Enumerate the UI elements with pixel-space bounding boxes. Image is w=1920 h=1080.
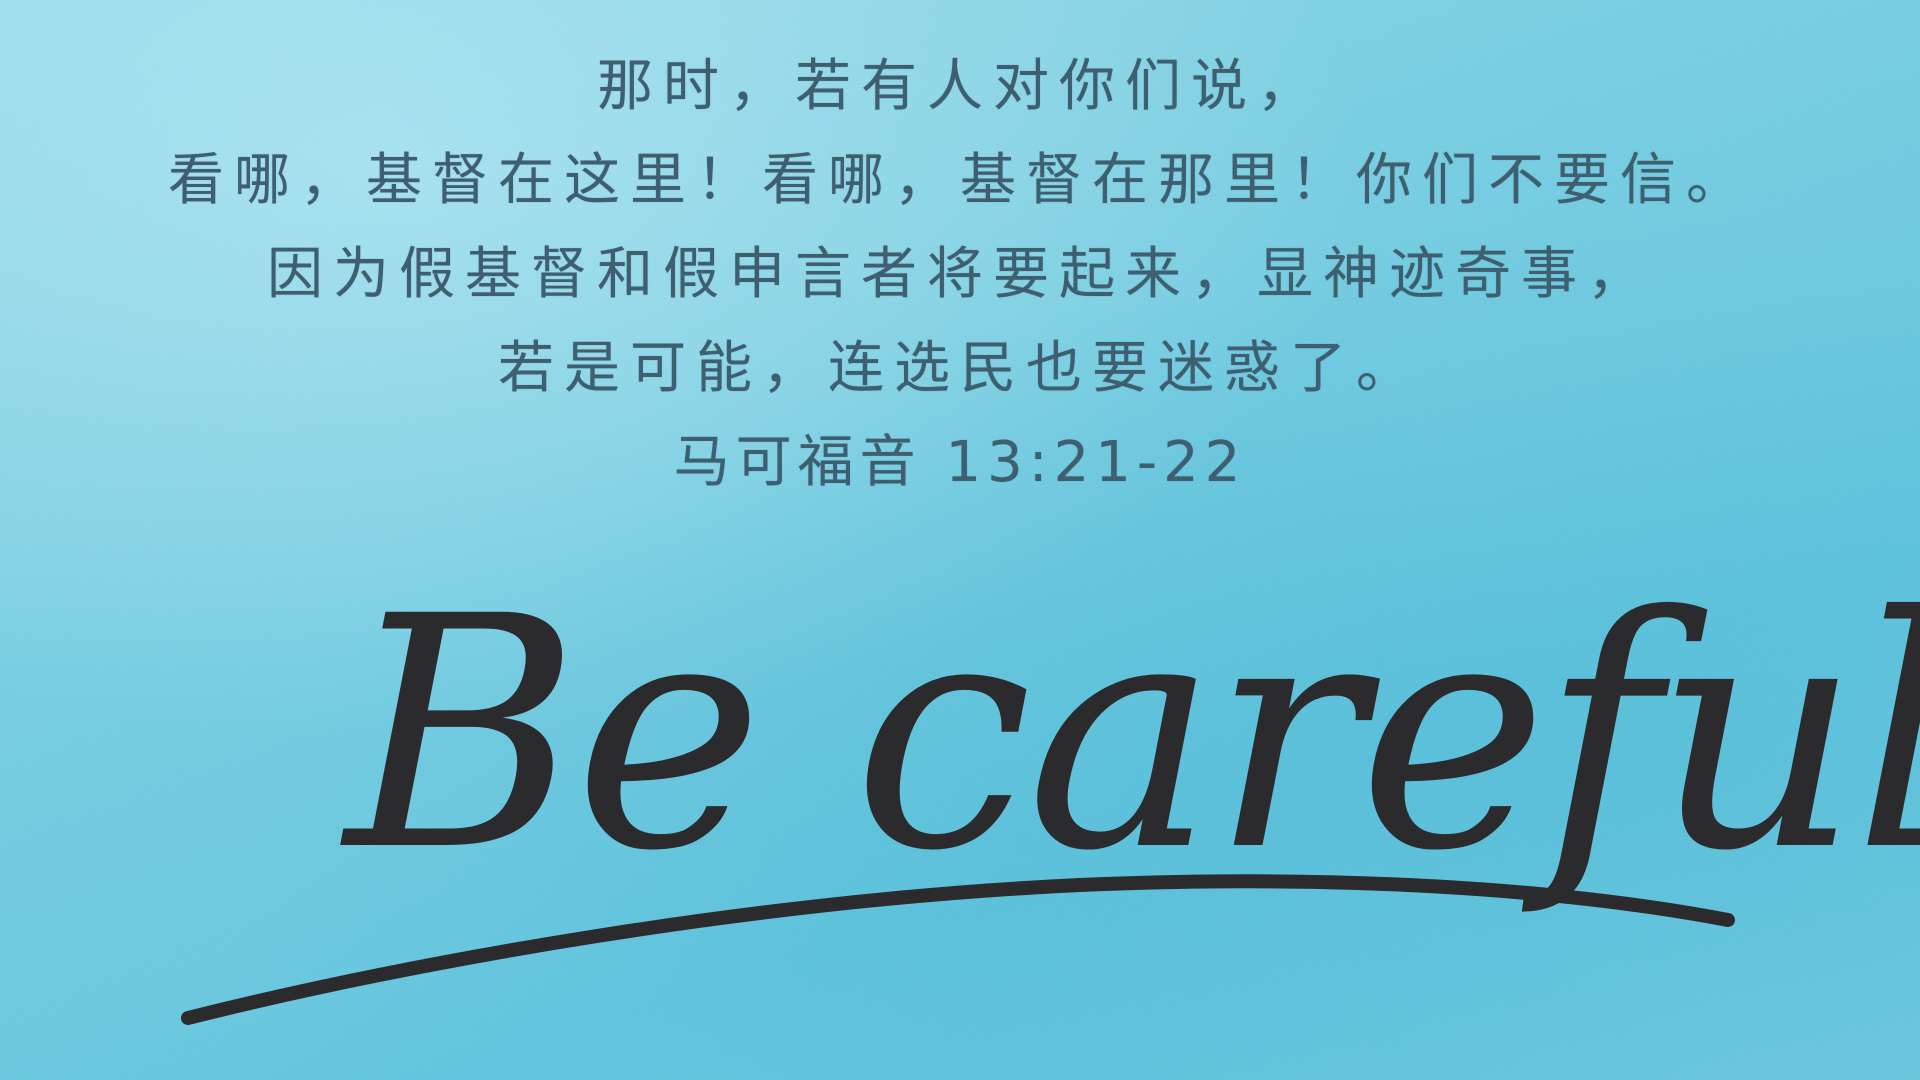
verse-line-1: 那时，若有人对你们说， [597,54,1323,119]
headline-text: Be careful ! [340,549,1920,921]
verse-line-4: 若是可能，连选民也要迷惑了。 [498,336,1422,401]
verse-reference: 马可福音 13:21-22 [673,430,1247,495]
scripture-verse: 那时，若有人对你们说， 看哪，基督在这里！看哪，基督在那里！你们不要信。 因为假… [0,40,1920,510]
verse-line-2: 看哪，基督在这里！看哪，基督在那里！你们不要信。 [168,148,1752,213]
underline-stroke [181,874,1735,1025]
verse-line-3: 因为假基督和假申言者将要起来，显神迹奇事， [267,242,1653,307]
